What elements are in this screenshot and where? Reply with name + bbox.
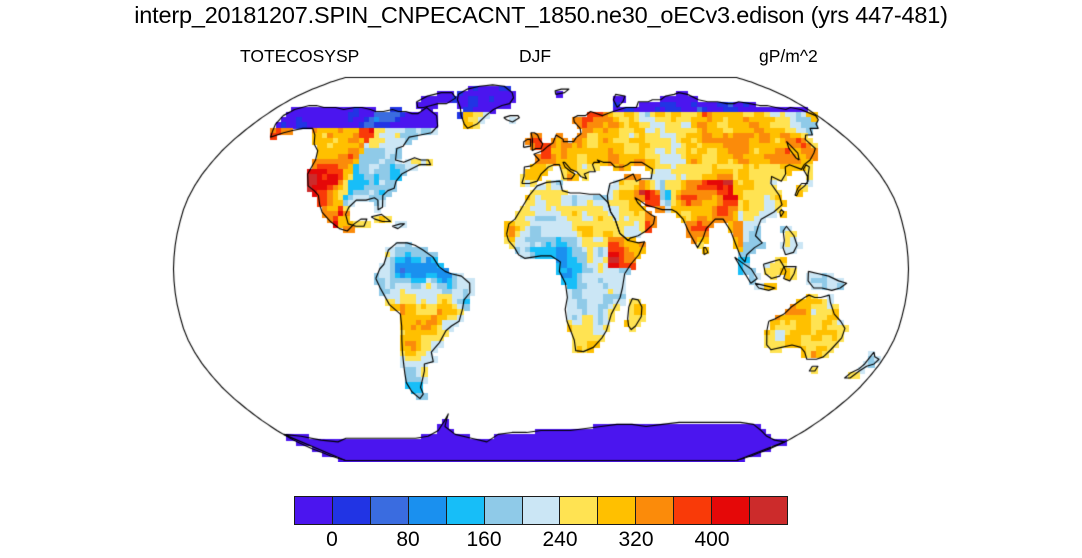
units-label: gP/m^2 bbox=[759, 46, 818, 66]
colorbar-segment bbox=[522, 497, 561, 524]
world-map-heatmap bbox=[172, 76, 910, 462]
colorbar-segment bbox=[408, 497, 447, 524]
colorbar-tick: 240 bbox=[542, 528, 578, 551]
season-label: DJF bbox=[519, 46, 552, 66]
colorbar-tick: 0 bbox=[326, 528, 338, 551]
colorbar-tick-labels: 0 80 160 240 320 400 bbox=[294, 527, 788, 555]
colorbar-segment bbox=[484, 497, 523, 524]
colorbar-tick: 320 bbox=[618, 528, 654, 551]
colorbar-segment bbox=[712, 497, 751, 524]
colorbar-segment bbox=[750, 497, 787, 524]
colorbar-segment bbox=[446, 497, 485, 524]
colorbar-tick: 80 bbox=[396, 528, 420, 551]
colorbar-segment bbox=[598, 497, 637, 524]
variable-label: TOTECOSYSP bbox=[240, 46, 360, 66]
colorbar-segment bbox=[332, 497, 371, 524]
colorbar-segment bbox=[674, 497, 713, 524]
colorbar-segment bbox=[560, 497, 599, 524]
colorbar-segment bbox=[295, 497, 333, 524]
page-title: interp_20181207.SPIN_CNPECACNT_1850.ne30… bbox=[134, 2, 948, 28]
colorbar bbox=[294, 496, 788, 525]
map-plot-area bbox=[172, 76, 910, 462]
colorbar-segment bbox=[636, 497, 675, 524]
colorbar-segment bbox=[370, 497, 409, 524]
colorbar-tick: 160 bbox=[466, 528, 502, 551]
colorbar-tick: 400 bbox=[694, 528, 730, 551]
